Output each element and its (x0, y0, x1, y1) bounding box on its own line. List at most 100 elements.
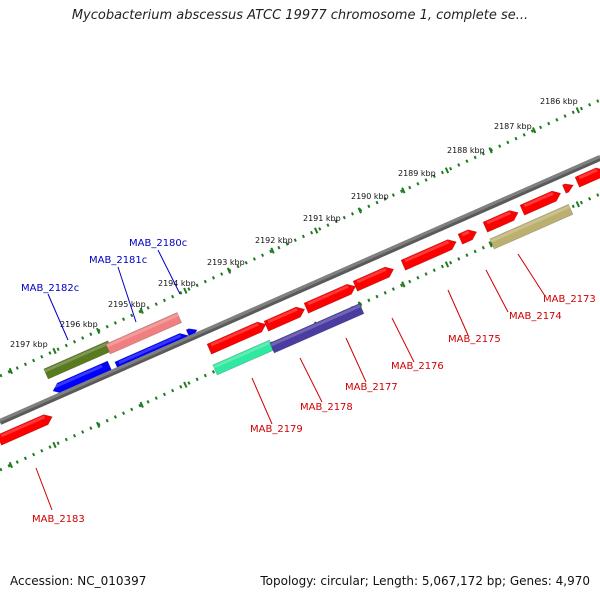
gene-label-2176[interactable]: MAB_2176 (391, 361, 444, 372)
accession: Accession: NC_010397 (10, 574, 147, 588)
kbp-label-2192: 2192 kbp (255, 236, 293, 245)
gene-arrow-edge-shine (578, 168, 598, 180)
leader-2183 (35, 467, 53, 511)
gene-labels: MAB_2180c MAB_2181c MAB_2182c MAB_2173 MAB_2… (21, 238, 596, 525)
leader-2174 (485, 269, 509, 313)
gene-box-2173-shine (490, 205, 571, 243)
gene-label-2174[interactable]: MAB_2174 (509, 311, 562, 322)
gene-arrow-small-shine (565, 184, 567, 187)
gene-arrow-2183 (0, 414, 53, 446)
gene-box-2181c-shine (106, 313, 179, 348)
gene-label-2180c[interactable]: MAB_2180c (129, 238, 187, 249)
gene-arrow-2175b-shine (404, 240, 450, 263)
scale-tick (488, 147, 493, 154)
scale-tick (95, 327, 101, 335)
scale-tick (532, 127, 537, 134)
scale-ticks (0, 98, 600, 472)
gene-arrow-2183-shine (0, 415, 46, 438)
gene-arrow-2176b (352, 266, 395, 292)
gene-arrow-2176b-shine (356, 267, 387, 284)
leader-2177 (345, 337, 367, 383)
upper-scale-line (0, 98, 600, 378)
scale-tick (575, 201, 580, 208)
gene-arrow-small (561, 183, 574, 194)
kbp-label-2186: 2186 kbp (540, 97, 578, 106)
gene-arrow-2173b-shine (523, 191, 554, 208)
scale-tick (139, 307, 144, 314)
kbp-label-2187: 2187 kbp (494, 122, 532, 131)
gene-arrow-2177b-shine (307, 285, 349, 306)
gene-box-2182c-shine (44, 341, 110, 373)
kbp-label-2188: 2188 kbp (447, 146, 485, 155)
gene-label-2175[interactable]: MAB_2175 (448, 334, 501, 345)
leader-2182c (47, 293, 69, 341)
gene-label-2183[interactable]: MAB_2183 (32, 514, 85, 525)
kbp-label-2195: 2195 kbp (108, 300, 146, 309)
gene-arrow-2173b (519, 190, 562, 216)
scale-tick (183, 381, 188, 388)
scale-tick (357, 207, 362, 214)
gene-label-2178[interactable]: MAB_2178 (300, 402, 353, 413)
leader-2175 (447, 289, 469, 336)
genome-stats: Topology: circular; Length: 5,067,172 bp… (260, 574, 590, 588)
scale-tick (8, 461, 14, 469)
gene-arrow-2180c-shine (189, 329, 191, 332)
scale-tick (183, 287, 188, 294)
scale-tick (139, 401, 144, 408)
gene-arrow-2175b (400, 239, 457, 271)
gene-arrow-2178b-shine (267, 307, 298, 324)
scale-tick (444, 261, 450, 268)
gene-label-2182c[interactable]: MAB_2182c (21, 283, 79, 294)
kbp-label-2196: 2196 kbp (60, 320, 98, 329)
gene-label-2177[interactable]: MAB_2177 (345, 382, 398, 393)
gene-label-2181c[interactable]: MAB_2181c (89, 255, 147, 266)
gene-arrow-2177b (303, 283, 357, 314)
scale-tick (270, 247, 275, 254)
kbp-labels: 2186 kbp 2187 kbp 2188 kbp 2189 kbp 2190 kbp… (10, 97, 578, 349)
leader-2180c (157, 249, 181, 295)
scale-tick (401, 281, 406, 288)
gene-features (0, 167, 600, 446)
map-title: Mycobacterium abscessus ATCC 19977 chrom… (71, 8, 529, 23)
gene-arrow-edge (574, 167, 600, 188)
gene-box-2177-shine (270, 304, 362, 347)
gene-box-2179-shine (213, 340, 272, 369)
scale-tick (444, 167, 450, 174)
gene-arrow-2174b (457, 229, 478, 245)
scale-tick (401, 187, 406, 194)
kbp-label-2193: 2193 kbp (207, 258, 245, 267)
gene-arrow-2179b (206, 321, 267, 355)
scale-tick (226, 267, 232, 274)
kbp-label-2190: 2190 kbp (351, 192, 389, 201)
leader-2181c (117, 266, 137, 323)
gene-arrow-2182c-shine (54, 364, 103, 389)
gene-arrow-2174c (482, 210, 519, 233)
scale-tick (314, 227, 319, 234)
kbp-label-2191: 2191 kbp (303, 214, 341, 223)
scale-tick (52, 441, 57, 449)
leader-2176 (391, 317, 415, 363)
leader-2178 (299, 357, 323, 403)
scale-tick (95, 421, 101, 429)
scale-tick (52, 347, 57, 355)
label-leaders (35, 249, 546, 511)
gene-label-2173[interactable]: MAB_2173 (543, 294, 596, 305)
gene-label-2179[interactable]: MAB_2179 (250, 424, 303, 435)
gene-box-2173 (489, 203, 574, 250)
chromosome-highlight (0, 155, 600, 422)
kbp-label-2189: 2189 kbp (398, 169, 436, 178)
kbp-label-2194: 2194 kbp (158, 279, 196, 288)
leader-2173 (517, 253, 546, 297)
gene-box-2177 (269, 303, 365, 354)
kbp-label-2197: 2197 kbp (10, 340, 48, 349)
gene-arrow-2179b-shine (210, 322, 259, 347)
gene-arrow-2174b-shine (461, 230, 470, 237)
leader-2179 (251, 377, 273, 425)
scale-tick (488, 241, 493, 248)
gene-arrow-2174c-shine (486, 211, 512, 225)
scale-tick (8, 367, 14, 375)
scale-tick (575, 107, 580, 114)
gene-box-2181c (105, 312, 183, 355)
gene-arrow-2178b (263, 306, 306, 332)
